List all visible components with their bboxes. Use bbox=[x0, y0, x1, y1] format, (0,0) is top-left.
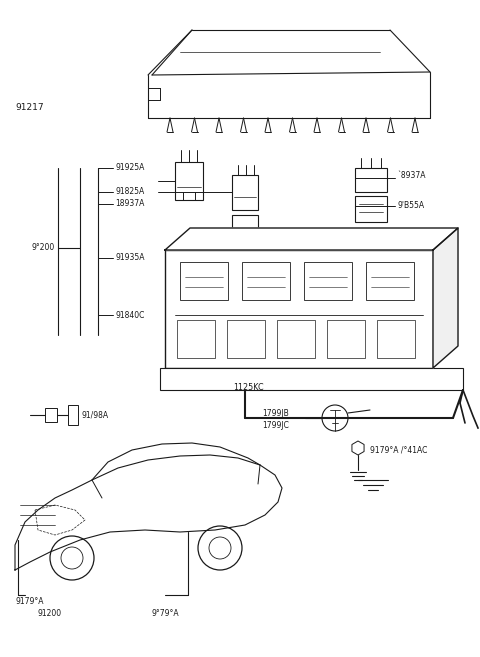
Text: 9'B55A: 9'B55A bbox=[397, 202, 424, 210]
Bar bbox=[277, 320, 315, 358]
Text: 1799JB: 1799JB bbox=[262, 409, 289, 417]
Bar bbox=[160, 368, 463, 390]
Text: 1799JC: 1799JC bbox=[262, 420, 289, 430]
Text: `8937A: `8937A bbox=[397, 171, 425, 181]
Bar bbox=[355, 196, 387, 222]
Text: 91/98A: 91/98A bbox=[82, 411, 109, 420]
Text: 91925A: 91925A bbox=[115, 164, 144, 173]
Bar bbox=[232, 215, 258, 243]
Text: 9179°A: 9179°A bbox=[15, 597, 44, 606]
Bar bbox=[232, 175, 258, 210]
Bar bbox=[177, 320, 215, 358]
Text: 91217: 91217 bbox=[15, 104, 44, 112]
Text: 9°200: 9°200 bbox=[32, 244, 55, 252]
Polygon shape bbox=[165, 228, 458, 250]
Bar bbox=[242, 262, 290, 300]
Text: 1125KC: 1125KC bbox=[233, 384, 264, 392]
Bar bbox=[304, 262, 352, 300]
Bar bbox=[327, 320, 365, 358]
Bar bbox=[175, 162, 203, 200]
Text: 91935A: 91935A bbox=[115, 254, 144, 263]
Bar bbox=[355, 168, 387, 192]
Text: 91200: 91200 bbox=[38, 610, 62, 618]
Text: 9°79°A: 9°79°A bbox=[152, 610, 180, 618]
Polygon shape bbox=[352, 441, 364, 455]
Text: 91840C: 91840C bbox=[115, 311, 144, 319]
Text: 9179°A /°41AC: 9179°A /°41AC bbox=[370, 445, 427, 455]
Bar bbox=[68, 405, 78, 425]
Bar bbox=[377, 320, 415, 358]
Bar bbox=[366, 262, 414, 300]
Bar bbox=[165, 250, 433, 368]
Text: 91825A: 91825A bbox=[115, 187, 144, 196]
Bar bbox=[227, 320, 265, 358]
Text: 18937A: 18937A bbox=[115, 200, 144, 208]
Bar bbox=[45, 408, 57, 422]
Polygon shape bbox=[433, 228, 458, 368]
Bar bbox=[180, 262, 228, 300]
